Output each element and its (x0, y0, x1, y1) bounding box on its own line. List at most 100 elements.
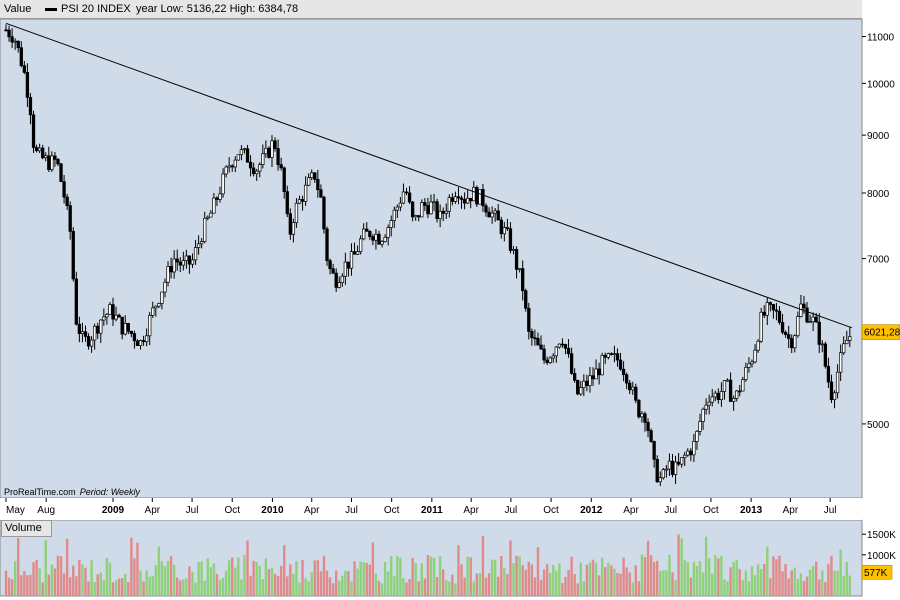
candle-body (120, 316, 124, 335)
volume-bar (472, 581, 475, 596)
volume-bar (72, 565, 75, 596)
candle-body (524, 290, 528, 309)
volume-bar (151, 575, 154, 596)
volume-bar (597, 575, 601, 596)
volume-bar (203, 580, 206, 596)
candle-body (154, 305, 158, 309)
candle-body (823, 343, 828, 367)
volume-bar (411, 557, 414, 596)
volume-bar (75, 576, 78, 596)
volume-bar (185, 578, 188, 596)
volume-bar (683, 559, 686, 596)
volume-bar (386, 571, 390, 596)
volume-bar (845, 561, 848, 596)
volume-bar (423, 578, 427, 596)
volume-bar (261, 579, 265, 596)
candle-body (13, 40, 17, 43)
volume-bar (732, 561, 735, 596)
volume-bar (824, 582, 827, 596)
candle-body (25, 72, 30, 98)
volume-bar (839, 549, 842, 596)
candle-body (93, 325, 97, 341)
candle-body (738, 390, 742, 393)
volume-bar (750, 566, 754, 596)
candle-body (22, 65, 26, 73)
volume-bar (307, 581, 310, 596)
volume-bar (7, 577, 11, 596)
last-price-label: 6021,28 (864, 328, 900, 339)
volume-bar (41, 582, 44, 596)
volume-bar (689, 577, 693, 596)
volume-bar (399, 557, 402, 596)
credit-source: ProRealTime.com (4, 487, 76, 497)
volume-bar (301, 560, 304, 596)
candle-body (148, 315, 152, 337)
volume-bar (341, 575, 344, 596)
x-tick-label: 2009 (102, 505, 125, 516)
volume-bar (484, 577, 488, 596)
candle-body (230, 165, 234, 168)
volume-bar (607, 562, 610, 596)
candle-body (395, 206, 399, 211)
candle-body (349, 251, 354, 269)
candle-body (634, 386, 638, 401)
volume-bar (665, 570, 668, 596)
volume-bar (390, 556, 393, 596)
candle-body (582, 380, 586, 388)
candle-body (747, 363, 751, 368)
candle-body (80, 331, 85, 335)
volume-bar (545, 564, 549, 596)
candle-body (579, 387, 583, 395)
volume-bar (325, 570, 329, 596)
volume-bar (359, 561, 362, 596)
volume-bar (744, 570, 748, 596)
volume-bar (533, 577, 537, 596)
candle-body (838, 352, 843, 373)
volume-bar (111, 582, 115, 596)
candle-body (670, 460, 675, 475)
volume-bar (87, 581, 90, 596)
volume-bar (154, 565, 158, 596)
volume-bar (13, 561, 17, 596)
price-plot-area (0, 18, 863, 499)
candle-body (392, 209, 396, 221)
volume-bar (249, 575, 252, 596)
volume-bar (747, 581, 751, 596)
candle-body (77, 323, 82, 335)
volume-bar (451, 574, 454, 596)
candle-body (255, 170, 259, 175)
candle-body (621, 368, 626, 375)
volume-bar (536, 547, 540, 596)
candle-body (722, 380, 727, 392)
candle-body (744, 366, 748, 380)
volume-bar (218, 579, 222, 596)
volume-bar (643, 557, 647, 596)
x-tick-label: 2011 (421, 505, 443, 516)
candle-body (41, 147, 45, 159)
candle-body (141, 340, 146, 343)
volume-bar (591, 559, 595, 596)
volume-bar (778, 555, 781, 596)
candle-body (490, 212, 494, 218)
volume-bar (487, 573, 491, 596)
x-tick-label: Oct (224, 505, 240, 516)
candle-body (701, 408, 705, 422)
volume-bar (769, 578, 772, 596)
volume-bar (438, 556, 442, 596)
volume-bar (328, 577, 332, 596)
volume-bar (432, 557, 436, 596)
volume-bar (579, 562, 582, 596)
candle-body (16, 40, 20, 49)
candle-body (297, 199, 302, 204)
candle-body (423, 202, 427, 206)
candle-body (594, 368, 598, 380)
candle-body (548, 357, 552, 363)
volume-bar (656, 560, 659, 596)
volume-bar (576, 583, 579, 596)
candle-body (618, 359, 623, 370)
volume-bar (466, 556, 469, 596)
candle-body (28, 97, 33, 116)
candle-body (511, 249, 516, 251)
volume-bar (649, 555, 653, 596)
